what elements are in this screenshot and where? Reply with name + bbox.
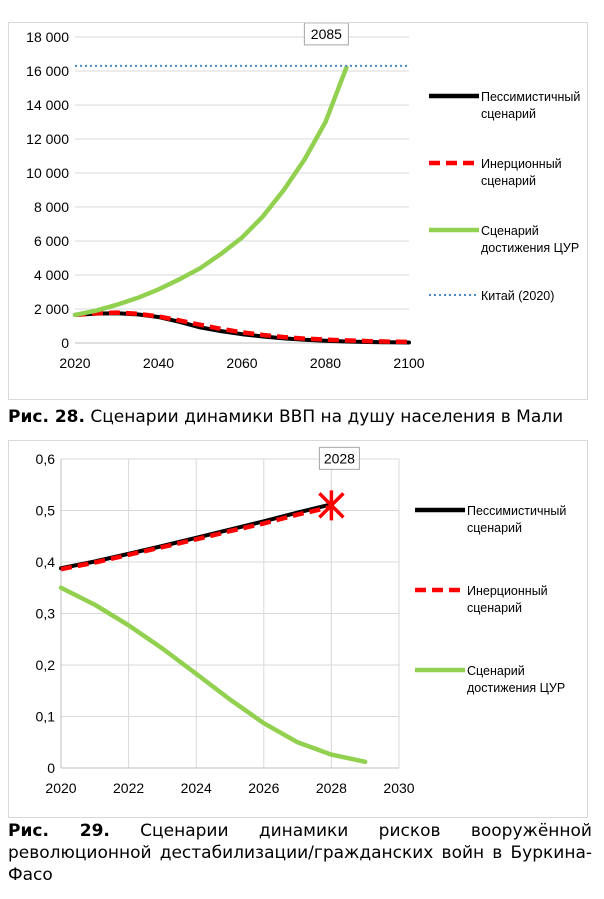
- y-tick-label: 0: [47, 760, 55, 776]
- y-tick-label: 4 000: [34, 267, 69, 283]
- chart-panel-gdp: 0 2 000 4 000 6 000 8 000 10 000 12 000 14 000 1…: [8, 22, 588, 400]
- y-tick-label: 10 000: [26, 165, 69, 181]
- y-tick-label: 0,4: [36, 554, 56, 570]
- end-cross-marker: [318, 490, 345, 521]
- y-tick-label: 0: [61, 335, 69, 351]
- risk-scenarios-chart: 0 0,1 0,2 0,3 0,4 0,5 0,6 2020 2022 2024 2026 2028 2…: [36, 446, 566, 796]
- legend-label-1: Пессимистичный сценарий: [481, 90, 580, 121]
- legend-label-1: Пессимистичный сценарий: [467, 504, 566, 535]
- series-line-3: [72, 65, 349, 318]
- legend-label-2: Инерционный сценарий: [481, 157, 562, 188]
- x-tick-label: 2060: [226, 355, 257, 371]
- legend-label-2: Инерционный сценарий: [467, 584, 548, 615]
- figure-29-text: Сценарии динамики рисков вооружённой рев…: [8, 821, 592, 885]
- annotation-label: 2028: [324, 450, 355, 466]
- series-line-1: [73, 311, 411, 345]
- figure-29-caption: Рис. 29. Сценарии динамики рисков вооруж…: [8, 820, 592, 886]
- x-tick-label: 2080: [310, 355, 341, 371]
- x-tick-label: 2022: [113, 780, 144, 796]
- y-tick-label: 12 000: [26, 131, 69, 147]
- y-tick-label: 6 000: [34, 233, 69, 249]
- x-tick-label: 2028: [316, 780, 347, 796]
- y-tick-label: 0,1: [36, 709, 56, 725]
- annotation-label: 2085: [311, 26, 342, 42]
- y-tick-label: 16 000: [26, 63, 69, 79]
- figure-28-label: Рис. 28.: [8, 407, 85, 427]
- series-line-2: [74, 310, 410, 345]
- y-tick-label: 0,5: [36, 503, 56, 519]
- annotation-box: [318, 446, 360, 470]
- series-line-3: [58, 585, 368, 765]
- legend-label-3: Сценарий достижения ЦУР: [467, 664, 565, 695]
- figure-28-caption: Рис. 28. Сценарии динамики ВВП на душу н…: [8, 406, 592, 428]
- y-tick-label: 8 000: [34, 199, 69, 215]
- annotation-box: [303, 23, 349, 46]
- legend-label-3: Сценарий достижения ЦУР: [481, 224, 579, 255]
- y-tick-label: 14 000: [26, 97, 69, 113]
- x-tick-label: 2024: [181, 780, 212, 796]
- y-tick-label: 18 000: [26, 29, 69, 45]
- series-line-2: [60, 504, 332, 572]
- y-tick-label: 0,3: [36, 606, 56, 622]
- x-tick-label: 2040: [143, 355, 174, 371]
- x-tick-label: 2020: [45, 780, 76, 796]
- y-tick-label: 0,6: [36, 451, 56, 467]
- legend-label-4: Китай (2020): [481, 289, 554, 303]
- y-tick-label: 0,2: [36, 657, 56, 673]
- gdp-scenarios-chart: 0 2 000 4 000 6 000 8 000 10 000 12 000 14 000 1…: [26, 23, 580, 371]
- x-tick-label: 2020: [59, 355, 90, 371]
- figure-29-label: Рис. 29.: [8, 821, 110, 841]
- chart-panel-risk: 0 0,1 0,2 0,3 0,4 0,5 0,6 2020 2022 2024 2026 2028 2…: [8, 440, 588, 818]
- x-tick-label: 2030: [383, 780, 414, 796]
- x-tick-label: 2026: [248, 780, 279, 796]
- figure-28-text: Сценарии динамики ВВП на душу населения …: [84, 407, 564, 427]
- x-tick-label: 2100: [393, 355, 424, 371]
- y-tick-label: 2 000: [34, 301, 69, 317]
